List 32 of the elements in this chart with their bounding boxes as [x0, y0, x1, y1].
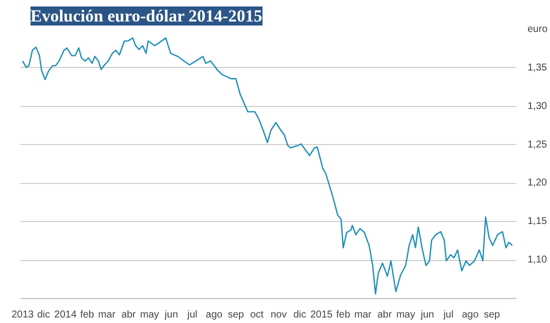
x-tick-label: mar	[354, 310, 372, 320]
x-tick-label: ago	[206, 310, 223, 320]
x-tick-label: 2015	[310, 310, 334, 320]
y-tick-label: 1,15	[528, 216, 548, 228]
y-tick-label: 1,10	[528, 254, 548, 266]
x-tick-label: feb	[336, 310, 351, 320]
x-tick-label: jul	[186, 310, 198, 320]
x-tick-label: mar	[98, 310, 116, 320]
x-tick-label: sep	[228, 310, 244, 320]
chart-title: Evolución euro-dólar 2014-2015	[30, 6, 262, 26]
x-tick-label: nov	[270, 310, 287, 320]
x-tick-label: dic	[293, 310, 306, 320]
x-tick-label: 2013	[11, 310, 34, 320]
y-tick-label: 1,35	[528, 62, 548, 74]
x-tick-label: 2014	[54, 310, 77, 320]
y-tick-label: 1,25	[528, 139, 548, 150]
x-tick-label: may	[140, 310, 160, 320]
x-tick-label: feb	[80, 310, 95, 320]
x-tick-label: abr	[377, 310, 393, 320]
x-tick-label: dic	[37, 310, 50, 320]
y-tick-label: euro	[528, 24, 548, 35]
x-tick-label: sep	[484, 310, 500, 320]
line-series	[22, 37, 513, 295]
x-tick-label: jul	[442, 310, 454, 320]
y-tick-label: 1,30	[528, 100, 548, 112]
y-tick-label: 1,20	[528, 178, 548, 189]
x-tick-label: may	[396, 310, 416, 320]
x-tick-label: jun	[164, 310, 178, 320]
x-tick-label: jun	[420, 310, 434, 320]
x-tick-label: oct	[250, 310, 264, 320]
x-tick-label: ago	[462, 310, 479, 320]
x-tick-label: abr	[121, 310, 136, 320]
